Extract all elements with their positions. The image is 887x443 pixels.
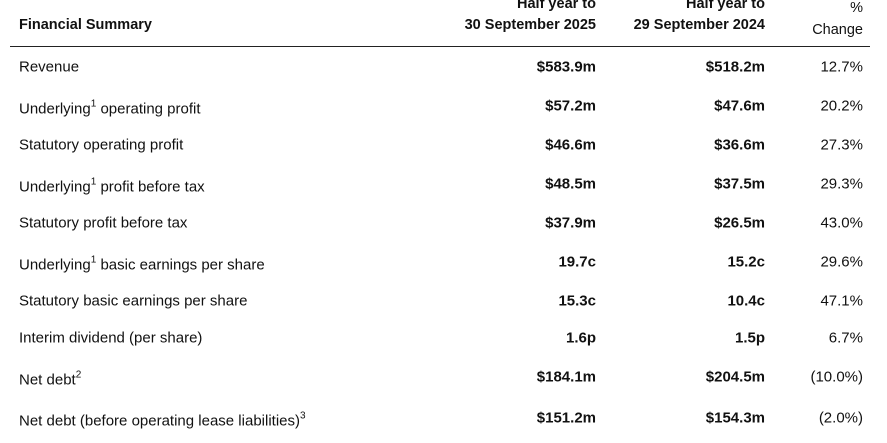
change-cell: (10.0%) bbox=[810, 368, 863, 385]
change-cell: 47.1% bbox=[820, 292, 863, 309]
footnote-ref: 1 bbox=[90, 254, 97, 266]
header-line: 29 September 2024 bbox=[633, 17, 765, 33]
label-text: Statutory operating profit bbox=[19, 136, 184, 153]
change-cell: 20.2% bbox=[820, 97, 863, 114]
row-label: Statutory basic earnings per share bbox=[19, 292, 247, 309]
value-cell: $57.2m bbox=[545, 97, 596, 114]
header-rule bbox=[10, 46, 870, 47]
row-label: Statutory operating profit bbox=[19, 136, 183, 153]
change-cell: 29.6% bbox=[820, 253, 863, 270]
value-cell: 15.2c bbox=[727, 253, 765, 270]
header-col1: Half year to 30 September 2025 bbox=[465, 0, 596, 36]
value-cell: $184.1m bbox=[536, 368, 596, 385]
header-line: Change bbox=[812, 22, 863, 38]
label-text: Net debt bbox=[19, 371, 76, 389]
table-row: Underlying1 operating profit $57.2m $47.6m… bbox=[0, 85, 887, 126]
label-text: Underlying bbox=[19, 100, 91, 118]
label-text: basic earnings per share bbox=[96, 256, 265, 274]
value-cell: 1.5p bbox=[734, 329, 765, 346]
change-cell: 27.3% bbox=[820, 136, 863, 153]
label-text: profit before tax bbox=[96, 178, 205, 196]
row-label: Statutory profit before tax bbox=[19, 214, 187, 231]
label-text: Statutory profit before tax bbox=[19, 214, 188, 231]
value-cell: $37.5m bbox=[714, 175, 765, 192]
value-cell: $151.2m bbox=[536, 409, 596, 426]
table-row: Statutory basic earnings per share 15.3c 1… bbox=[0, 282, 887, 319]
row-label: Underlying1 operating profit bbox=[19, 98, 201, 118]
table-row: Interim dividend (per share) 1.6p 1.5p 6.7% bbox=[0, 319, 887, 356]
change-cell: 29.3% bbox=[820, 175, 863, 192]
value-cell: $26.5m bbox=[714, 214, 765, 231]
footnote-ref: 1 bbox=[90, 176, 97, 188]
value-cell: $36.6m bbox=[714, 136, 765, 153]
header-label: Financial Summary bbox=[19, 17, 152, 33]
value-cell: $46.6m bbox=[545, 136, 596, 153]
value-cell: $48.5m bbox=[545, 175, 596, 192]
change-cell: 6.7% bbox=[828, 329, 863, 346]
footnote-ref: 3 bbox=[300, 410, 306, 422]
row-label: Underlying1 basic earnings per share bbox=[19, 254, 265, 274]
value-cell: 10.4c bbox=[727, 292, 765, 309]
table-row: Net debt2 $184.1m $204.5m (10.0%) bbox=[0, 356, 887, 397]
header-line: 30 September 2025 bbox=[464, 17, 596, 33]
footnote-ref: 1 bbox=[90, 98, 97, 110]
label-text: Net debt (before operating lease liabili… bbox=[19, 412, 300, 430]
label-text: Underlying bbox=[19, 256, 91, 274]
row-label: Revenue bbox=[19, 58, 79, 75]
row-label: Interim dividend (per share) bbox=[19, 329, 202, 346]
change-cell: 43.0% bbox=[820, 214, 863, 231]
row-label: Net debt2 bbox=[19, 369, 82, 389]
value-cell: 19.7c bbox=[558, 253, 596, 270]
value-cell: $518.2m bbox=[705, 58, 765, 75]
row-label: Underlying1 profit before tax bbox=[19, 176, 205, 196]
value-cell: $204.5m bbox=[705, 368, 765, 385]
label-text: operating profit bbox=[96, 100, 201, 118]
label-text: Revenue bbox=[19, 58, 80, 75]
change-cell: 12.7% bbox=[820, 58, 863, 75]
change-cell: (2.0%) bbox=[818, 409, 863, 426]
table-row: Statutory profit before tax $37.9m $26.5m 4… bbox=[0, 204, 887, 241]
footnote-ref: 2 bbox=[75, 369, 82, 381]
table-row: Underlying1 profit before tax $48.5m $37.5… bbox=[0, 163, 887, 204]
label-text: Statutory basic earnings per share bbox=[19, 292, 248, 309]
table-row: Net debt (before operating lease liabili… bbox=[0, 397, 887, 438]
header-line: Half year to bbox=[686, 0, 765, 12]
table-row: Revenue $583.9m $518.2m 12.7% bbox=[0, 48, 887, 85]
table-row: Statutory operating profit $46.6m $36.6m 27… bbox=[0, 126, 887, 163]
value-cell: $154.3m bbox=[705, 409, 765, 426]
value-cell: 1.6p bbox=[565, 329, 596, 346]
label-text: Underlying bbox=[19, 178, 91, 196]
header-line: Half year to bbox=[517, 0, 596, 12]
value-cell: 15.3c bbox=[558, 292, 596, 309]
value-cell: $47.6m bbox=[714, 97, 765, 114]
header-col2: Half year to 29 September 2024 bbox=[634, 0, 765, 36]
label-text: Interim dividend (per share) bbox=[19, 329, 203, 346]
row-label: Net debt (before operating lease liabili… bbox=[19, 410, 306, 430]
header-col3: % Change bbox=[812, 0, 863, 41]
value-cell: $37.9m bbox=[545, 214, 596, 231]
header-line: % bbox=[850, 0, 863, 16]
value-cell: $583.9m bbox=[536, 58, 596, 75]
table-row: Underlying1 basic earnings per share 19.7… bbox=[0, 241, 887, 282]
